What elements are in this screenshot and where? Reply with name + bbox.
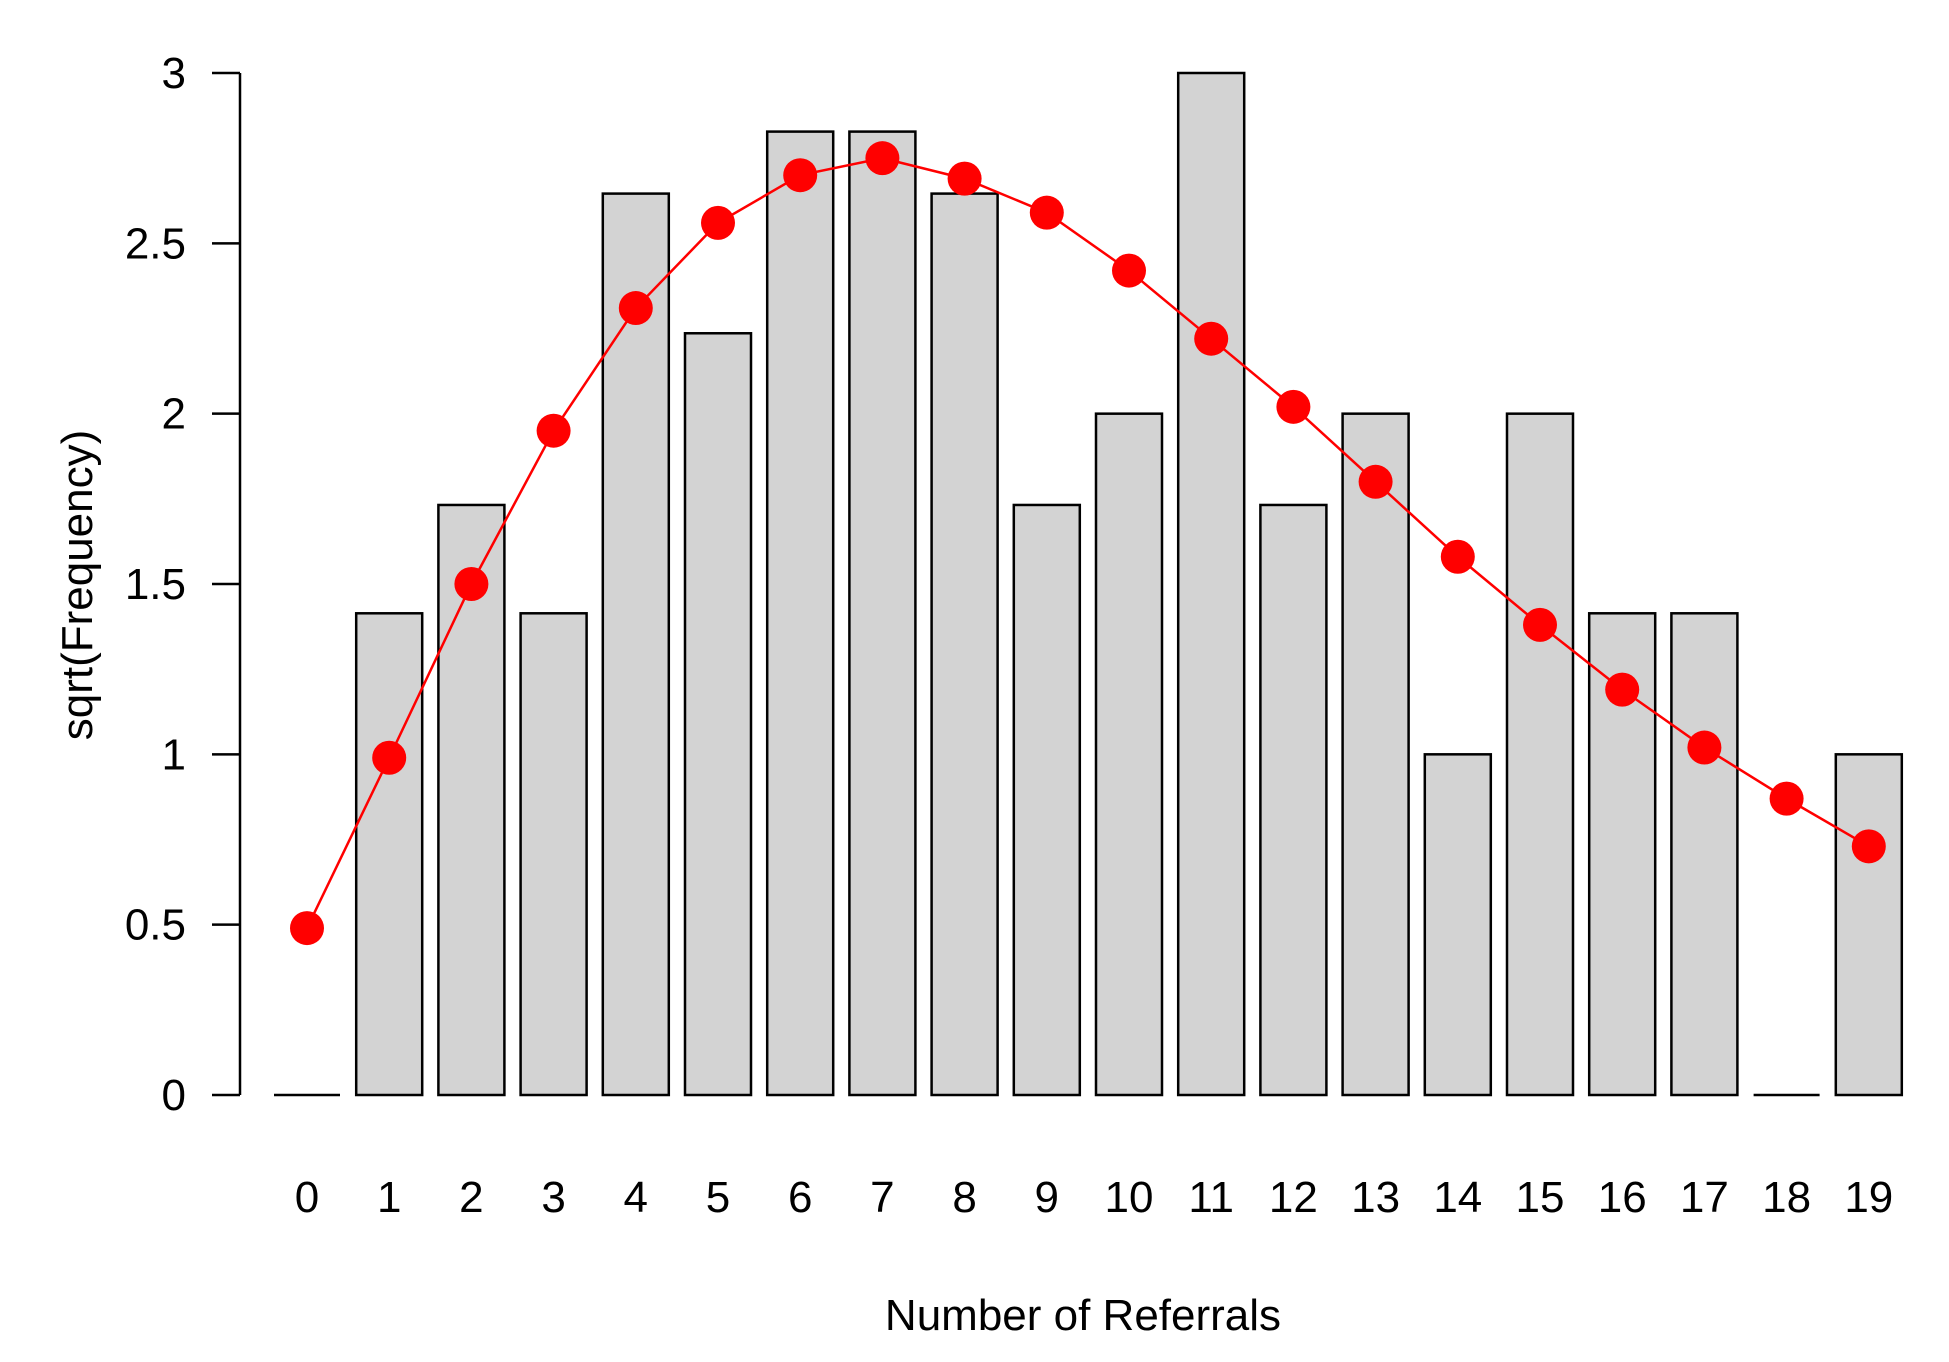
y-tick-label: 1 bbox=[162, 730, 186, 779]
x-tick-label: 12 bbox=[1269, 1173, 1318, 1222]
x-tick-label: 5 bbox=[706, 1173, 730, 1222]
x-axis-tick-labels: 0 1 2 3 4 5 6 7 8 9 10 11 12 13 14 15 16 17 18 19 bbox=[295, 1173, 1894, 1222]
fitted-point-2 bbox=[454, 567, 489, 601]
fitted-point-10 bbox=[1112, 253, 1146, 288]
fitted-point-1 bbox=[372, 740, 407, 775]
y-tick-label: 2 bbox=[162, 390, 186, 439]
fitted-curve-series bbox=[290, 141, 1886, 946]
fitted-point-8 bbox=[947, 161, 982, 196]
fitted-point-11 bbox=[1194, 321, 1229, 356]
y-axis-title: sqrt(Frequency) bbox=[53, 430, 102, 741]
x-axis-title: Number of Referrals bbox=[885, 1291, 1281, 1340]
y-tick-label: 0 bbox=[162, 1071, 186, 1120]
y-tick-label: 0.5 bbox=[125, 901, 186, 950]
fitted-point-13 bbox=[1358, 464, 1393, 499]
bar-2 bbox=[437, 503, 506, 1097]
x-tick-label: 4 bbox=[624, 1173, 648, 1222]
bar-13 bbox=[1341, 412, 1410, 1097]
fitted-point-15 bbox=[1523, 607, 1557, 642]
fitted-point-19 bbox=[1851, 829, 1886, 864]
bar-7 bbox=[848, 130, 917, 1097]
y-tick-label: 1.5 bbox=[125, 560, 186, 609]
bar-3 bbox=[519, 612, 588, 1097]
x-tick-label: 16 bbox=[1598, 1173, 1647, 1222]
bar-10 bbox=[1094, 412, 1164, 1097]
fitted-point-3 bbox=[536, 413, 571, 448]
bar-11 bbox=[1176, 71, 1246, 1097]
y-axis: 0 0.5 1 1.5 2 2.5 3 bbox=[125, 49, 242, 1120]
bar-8 bbox=[930, 192, 999, 1097]
fitted-point-14 bbox=[1440, 539, 1475, 574]
bar-15 bbox=[1505, 412, 1575, 1097]
bar-1 bbox=[354, 612, 424, 1097]
fitted-point-16 bbox=[1605, 672, 1640, 707]
x-tick-label: 1 bbox=[377, 1173, 401, 1222]
x-tick-label: 17 bbox=[1680, 1173, 1729, 1222]
x-tick-label: 7 bbox=[870, 1173, 894, 1222]
fitted-point-18 bbox=[1769, 781, 1804, 816]
bar-9 bbox=[1012, 503, 1082, 1097]
fitted-point-6 bbox=[783, 158, 818, 193]
x-tick-label: 14 bbox=[1433, 1173, 1482, 1222]
bar-19 bbox=[1834, 753, 1904, 1097]
x-tick-label: 6 bbox=[788, 1173, 812, 1222]
fitted-point-17 bbox=[1687, 730, 1722, 765]
fitted-point-5 bbox=[701, 205, 735, 240]
bar-series bbox=[274, 71, 1904, 1097]
x-tick-label: 10 bbox=[1105, 1173, 1154, 1222]
x-tick-label: 0 bbox=[295, 1173, 319, 1222]
bar-4 bbox=[601, 192, 671, 1097]
bar-12 bbox=[1259, 503, 1328, 1097]
bar-14 bbox=[1423, 753, 1493, 1097]
x-tick-label: 8 bbox=[952, 1173, 976, 1222]
x-tick-label: 11 bbox=[1188, 1173, 1234, 1222]
fitted-point-9 bbox=[1029, 195, 1064, 230]
y-tick-label: 3 bbox=[162, 49, 186, 98]
x-tick-label: 19 bbox=[1844, 1173, 1893, 1222]
fitted-point-0 bbox=[290, 911, 324, 946]
bar-17 bbox=[1670, 612, 1739, 1097]
x-tick-label: 18 bbox=[1762, 1173, 1811, 1222]
x-tick-label: 15 bbox=[1516, 1173, 1565, 1222]
x-tick-label: 3 bbox=[541, 1173, 565, 1222]
fitted-point-7 bbox=[865, 141, 900, 176]
bar-6 bbox=[765, 130, 835, 1097]
y-tick-label: 2.5 bbox=[125, 219, 186, 268]
x-tick-label: 13 bbox=[1351, 1173, 1400, 1222]
x-tick-label: 9 bbox=[1035, 1173, 1059, 1222]
fitted-curve-line bbox=[305, 156, 1870, 929]
x-tick-label: 2 bbox=[459, 1173, 483, 1222]
fitted-point-4 bbox=[618, 291, 653, 326]
fitted-point-12 bbox=[1276, 389, 1311, 424]
bar-5 bbox=[683, 332, 753, 1097]
